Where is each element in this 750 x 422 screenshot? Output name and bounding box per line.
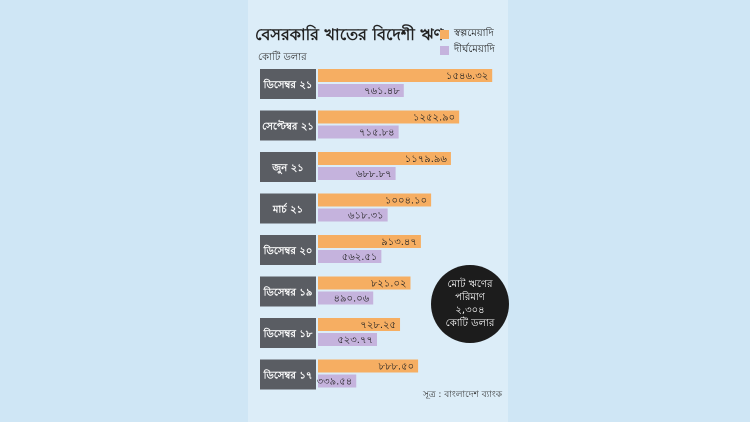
category-box [260, 110, 316, 141]
bubble-line-4: কোটি ডলার [445, 318, 495, 329]
legend-swatch-long-term [440, 46, 449, 55]
bar-long-term [318, 291, 374, 305]
legend-label-short-term: স্বল্পমেয়াদি [454, 28, 494, 39]
data-label: ৮২১.০২ [371, 279, 407, 290]
data-label: ১১৭৯.৯৬ [405, 154, 448, 165]
category-box [260, 193, 316, 224]
data-label: ৬১৮.৩১ [348, 211, 384, 222]
category-label: ডিসেম্বর ২১ [263, 78, 313, 91]
bar-short-term [318, 359, 419, 373]
bar-short-term [318, 318, 401, 331]
bar-long-term [318, 250, 382, 263]
category-label: মার্চ ২১ [272, 203, 303, 216]
bubble-line-3: ২,৩০৪ [455, 305, 485, 316]
category-label: জুন ২১ [271, 163, 303, 175]
bar-long-term [318, 125, 399, 139]
bar-short-term [318, 110, 460, 124]
bar-long-term [318, 167, 396, 180]
bar-short-term [318, 235, 421, 248]
data-label: ৬৮৮.৮৭ [356, 169, 392, 180]
data-label: ৫৬২.৫১ [342, 252, 378, 263]
category-box [260, 235, 316, 265]
category-box [260, 359, 316, 390]
data-label: ১৫৪৬.৩২ [446, 71, 488, 82]
bubble-line-2: পরিমাণ [455, 292, 485, 303]
category-label: ডিসেম্বর ২০ [263, 244, 313, 257]
source-note: সূত্র : বাংলাদেশ ব্যাংক [423, 390, 503, 400]
bar-short-term [318, 152, 451, 165]
unit-label: কোটি ডলার [258, 52, 307, 63]
data-label: ৯১৩.৪৭ [381, 237, 417, 248]
bar-long-term [318, 374, 357, 388]
data-label: ৭২৮.২৫ [360, 320, 396, 331]
legend-short-term: স্বল্পমেয়াদি [440, 26, 494, 43]
category-box [260, 276, 316, 307]
total-debt-bubble: মোট ঋণের পরিমাণ ২,৩০৪ কোটি ডলার [431, 265, 509, 343]
category-box [260, 152, 316, 182]
chart-title: বেসরকারি খাতের বিদেশী ঋণ [255, 25, 444, 44]
category-label: ডিসেম্বর ১৯ [263, 286, 313, 299]
bar-short-term [318, 193, 432, 207]
bar-short-term [318, 276, 411, 290]
bar-short-term [318, 69, 493, 82]
data-label: ১০০৪.১০ [385, 196, 427, 207]
data-label: ৩৩৯.৫৪ [317, 377, 353, 388]
data-label: ৮৮৮.৫০ [378, 362, 414, 373]
bubble-line-1: মোট ঋণের [447, 279, 493, 290]
category-label: ডিসেম্বর ১৮ [263, 327, 313, 340]
data-label: ৫২৩.৭৭ [337, 335, 373, 346]
category-label: ডিসেম্বর ১৭ [263, 369, 313, 382]
data-label: ৭৬১.৪৮ [364, 86, 400, 97]
bar-long-term [318, 333, 378, 346]
category-box [260, 318, 316, 348]
legend-long-term: দীর্ঘমেয়াদি [440, 42, 495, 59]
bar-long-term [318, 208, 388, 222]
data-label: ৭১৫.৮৪ [359, 128, 395, 139]
data-label: ৪৯০.০৬ [334, 294, 370, 305]
bar-long-term [318, 84, 404, 97]
data-label: ১২৫২.৯০ [413, 113, 455, 124]
legend-label-long-term: দীর্ঘমেয়াদি [454, 44, 495, 55]
category-label: সেপ্টেম্বর ২১ [262, 120, 314, 133]
legend-swatch-short-term [440, 30, 449, 39]
category-box [260, 69, 316, 99]
